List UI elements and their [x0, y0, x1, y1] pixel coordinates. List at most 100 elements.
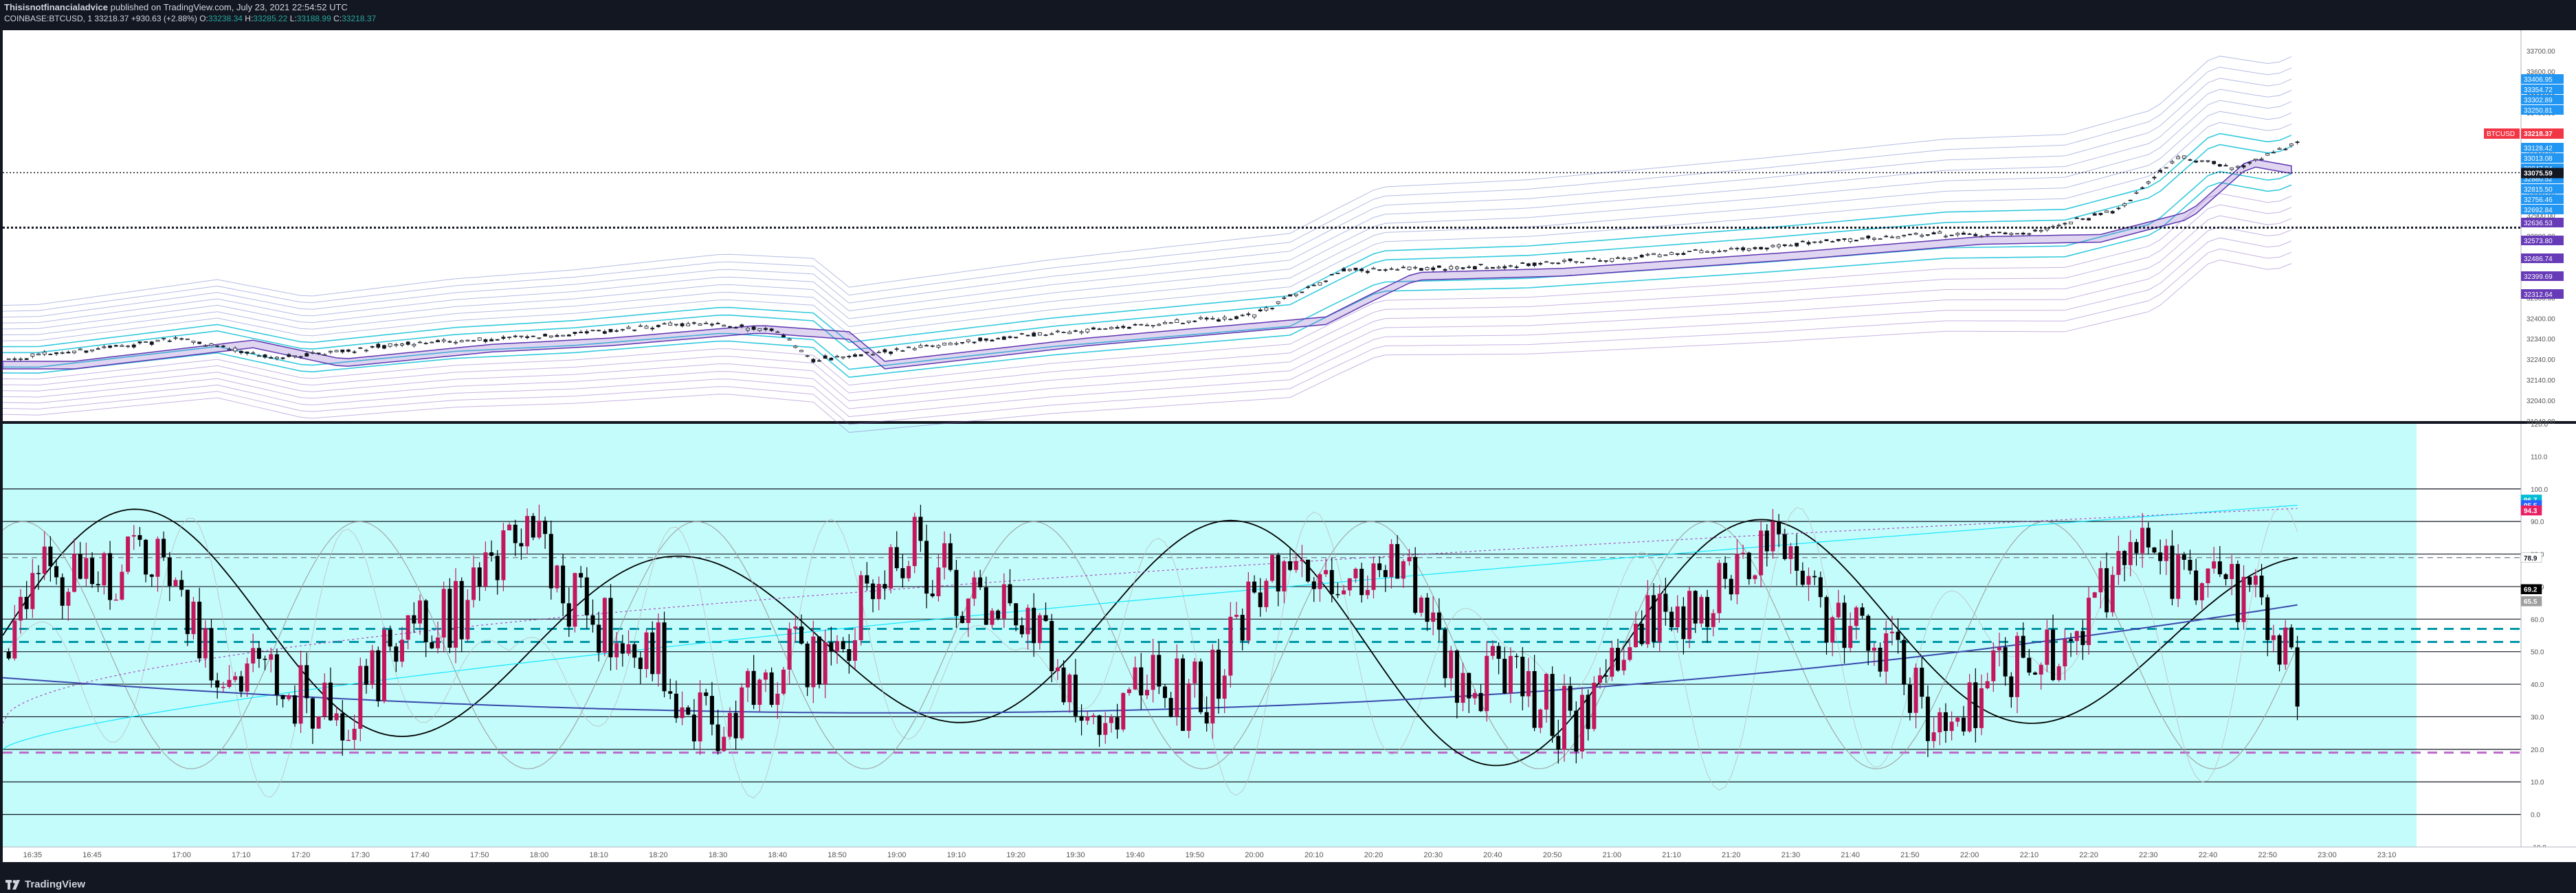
osc-candle-body [358, 666, 363, 729]
price-candle-body [2045, 227, 2050, 231]
osc-candle-body [1943, 712, 1948, 732]
price-candle-body [740, 324, 744, 327]
osc-candle-body [1037, 615, 1042, 644]
price-candle-body [1127, 326, 1131, 329]
price-candle-body [1067, 331, 1072, 335]
price-candle-body [948, 343, 953, 346]
osc-axis[interactable]: 120.0110.0100.090.080.070.060.050.040.03… [2520, 421, 2576, 852]
osc-candle-body [1520, 657, 1525, 697]
price-candle-body [829, 357, 834, 361]
price-axis-tick: 32340.00 [2527, 336, 2555, 343]
price-candle-body [1359, 269, 1364, 271]
band-label-text: 32880.52 [2524, 176, 2553, 183]
price-candle-body [227, 348, 232, 350]
price-candle-body [507, 337, 511, 339]
osc-candle-body [376, 650, 381, 701]
price-axis[interactable]: 33700.0033600.0033500.0033400.0033300.00… [2484, 30, 2576, 426]
price-candle-body [394, 344, 399, 346]
osc-candle-body [1657, 594, 1662, 642]
price-candle-body [746, 328, 750, 331]
price-candle-body [2176, 156, 2181, 159]
time-axis-tick: 20:30 [1423, 851, 1443, 859]
price-candle-body [1532, 262, 1537, 266]
osc-pane[interactable] [3, 424, 2417, 847]
osc-candle-body [197, 601, 202, 659]
osc-candle-body [185, 589, 190, 635]
price-candle-body [811, 359, 816, 363]
price-candle-body [1550, 262, 1555, 264]
band-label-text: 33250.81 [2524, 107, 2553, 115]
band-label-bg [2521, 253, 2564, 263]
osc-candle-body [1759, 530, 1764, 576]
osc-line [2, 508, 2298, 767]
osc-candle-body [1478, 692, 1483, 712]
ohlc-legend: COINBASE:BTCUSD, 1 33218.37 +930.63 (+2.… [4, 14, 376, 23]
price-band-line [2, 248, 2292, 425]
osc-candle-body [1693, 591, 1698, 624]
osc-candle-body [757, 679, 762, 705]
osc-candle-body [525, 516, 530, 547]
osc-candle-body [2087, 598, 2091, 646]
osc-candle-body [918, 517, 923, 541]
osc-candle-body [984, 587, 988, 625]
osc-candle-body [162, 539, 166, 558]
time-axis-tick: 18:30 [709, 851, 728, 859]
osc-candle-body [1753, 575, 1757, 580]
osc-candle-body [1353, 569, 1358, 578]
price-candle-body [1407, 267, 1412, 270]
osc-candle-body [2045, 629, 2050, 665]
price-candle-body [501, 337, 506, 339]
price-candle-body [626, 326, 631, 329]
price-candle-body [2063, 223, 2067, 225]
osc-candle-body [1884, 633, 1889, 672]
price-candle-body [406, 341, 410, 345]
osc-candle-body [263, 658, 267, 660]
price-candle-body [149, 341, 154, 345]
price-candle-body [984, 338, 988, 341]
osc-candle-body [2164, 545, 2168, 561]
price-candle-body [2087, 218, 2091, 221]
osc-candle-body [113, 599, 118, 601]
price-pane[interactable] [3, 30, 2521, 421]
osc-candle-body [2295, 647, 2300, 707]
osc-candle-body [292, 695, 297, 724]
osc-candle-body [1454, 650, 1459, 703]
price-candle-body [853, 354, 857, 357]
osc-candle-body [519, 543, 524, 547]
time-axis-tick: 21:00 [1603, 851, 1622, 859]
osc-candle-body [2063, 639, 2067, 667]
osc-tag-bg [2520, 552, 2542, 563]
price-candle-body [555, 335, 559, 337]
price-candle-body [1228, 319, 1233, 321]
price-candle-body [781, 335, 786, 338]
osc-candle-body [1806, 576, 1811, 585]
price-band-line [2, 226, 2292, 409]
osc-candle-body [381, 629, 386, 701]
price-candle-body [1222, 317, 1227, 319]
time-axis-tick: 19:20 [1006, 851, 1025, 859]
price-candle-body [1449, 266, 1454, 270]
band-label: 33354.72 [2521, 84, 2564, 94]
price-candle-body [1735, 247, 1740, 249]
osc-candle-body [2289, 627, 2294, 648]
price-band-line [2, 67, 2292, 312]
osc-candle-body [167, 557, 172, 587]
price-candle-body [495, 339, 500, 341]
osc-candle-body [662, 622, 667, 692]
time-axis-tick: 22:00 [1960, 851, 1979, 859]
price-candle-body [256, 355, 261, 357]
osc-candle-body [579, 573, 584, 578]
osc-candle-body [471, 567, 476, 600]
osc-candle-body [561, 565, 566, 604]
osc-candle-body [644, 632, 649, 669]
price-axis-tick: 33700.00 [2527, 48, 2555, 56]
osc-candle-body [781, 669, 786, 694]
price-candle-body [674, 324, 678, 326]
osc-candle-body [507, 524, 512, 531]
osc-candle-body [1061, 667, 1066, 703]
price-candle-body [1663, 254, 1668, 256]
osc-candle-body [274, 654, 279, 695]
osc-candle-body [566, 603, 571, 627]
time-axis[interactable]: 16:35 16:45 17:00 17:10 17:20 17:30 17:40 17:50… [3, 846, 2576, 862]
